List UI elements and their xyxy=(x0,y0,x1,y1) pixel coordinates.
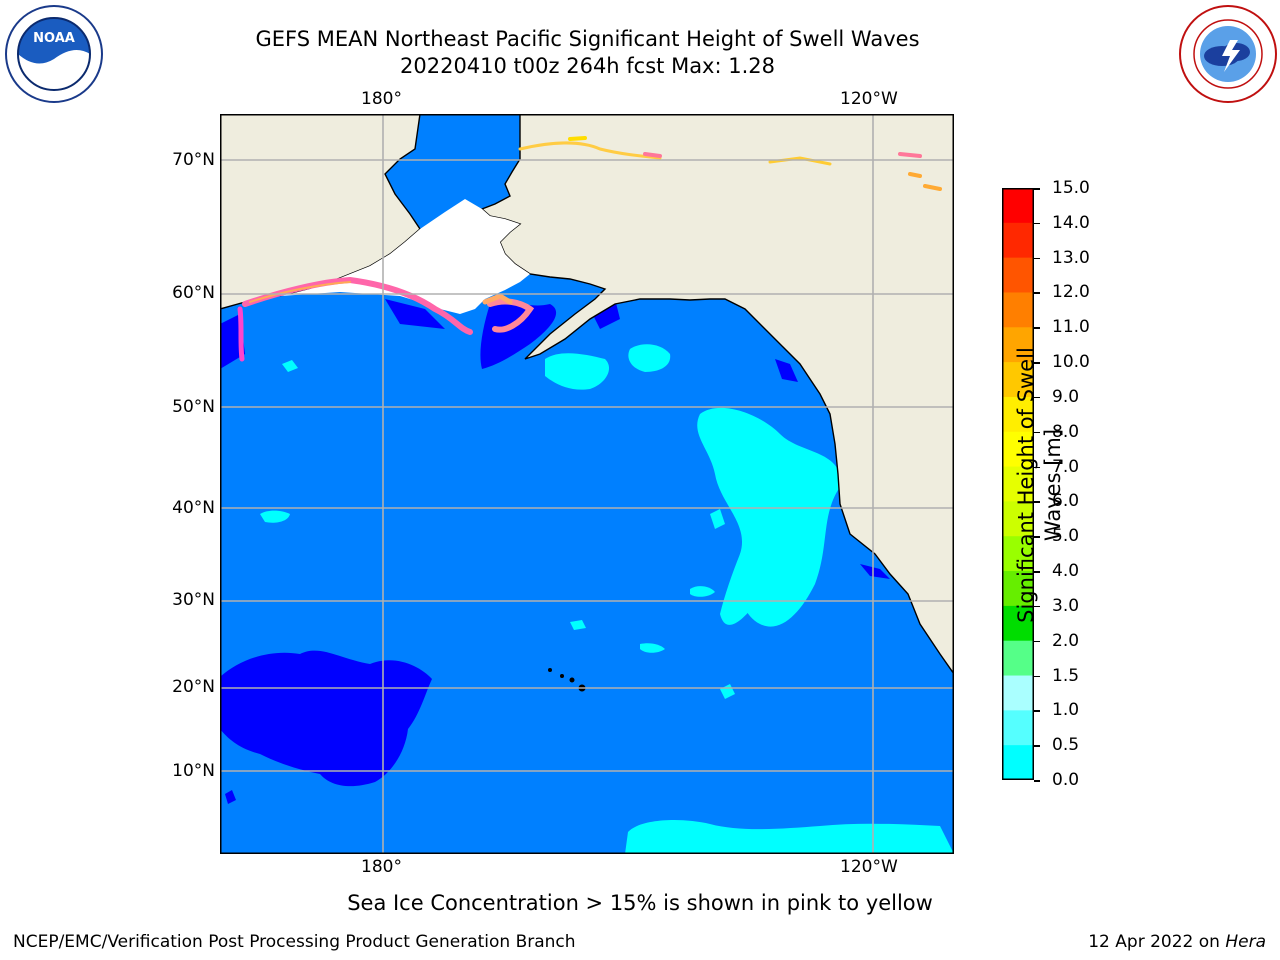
colorbar-segment xyxy=(1002,640,1034,677)
colorbar-tick-mark xyxy=(1034,780,1040,782)
colorbar-segment xyxy=(1002,536,1034,572)
colorbar-tick-mark xyxy=(1034,710,1040,712)
lat-label-30n: 30°N xyxy=(172,590,215,610)
colorbar-segment xyxy=(1002,257,1034,293)
moderate-swell-areas xyxy=(260,344,954,854)
colorbar-tick-label: 6.0 xyxy=(1052,491,1080,512)
colorbar-tick-label: 9.0 xyxy=(1052,386,1080,407)
colorbar-tick-label: 14.0 xyxy=(1052,212,1090,233)
colorbar-tick-label: 13.0 xyxy=(1052,247,1090,268)
lat-label-10n: 10°N xyxy=(172,761,215,781)
colorbar-segment xyxy=(1002,501,1034,537)
hawaii-islands xyxy=(548,668,586,692)
colorbar-tick-label: 8.0 xyxy=(1052,421,1080,442)
footer-branch: NCEP/EMC/Verification Post Processing Pr… xyxy=(13,932,576,952)
swell-height-map xyxy=(220,114,954,854)
colorbar-tick-mark xyxy=(1034,431,1040,434)
colorbar-segment xyxy=(1002,710,1034,746)
colorbar-tick-mark xyxy=(1034,605,1040,608)
lat-label-20n: 20°N xyxy=(172,677,215,697)
colorbar-tick-mark xyxy=(1034,362,1040,364)
north-america-land xyxy=(480,114,954,676)
lon-label-top-180: 180° xyxy=(361,89,402,109)
colorbar-tick-mark xyxy=(1034,466,1040,469)
colorbar-tick-label: 0.0 xyxy=(1052,770,1080,790)
footer-date: 12 Apr 2022 on Hera xyxy=(1088,932,1266,952)
sea-ice-edge xyxy=(237,136,942,362)
colorbar-tick-mark xyxy=(1034,745,1040,747)
colorbar-segment xyxy=(1002,362,1034,398)
colorbar xyxy=(1002,188,1034,780)
colorbar-tick-mark xyxy=(1034,188,1040,190)
lon-label-top-120w: 120°W xyxy=(840,89,898,109)
colorbar-tick-label: 11.0 xyxy=(1052,317,1090,338)
lon-label-bottom-120w: 120°W xyxy=(840,857,898,877)
colorbar-tick-label: 5.0 xyxy=(1052,526,1080,547)
colorbar-segment xyxy=(1002,188,1034,224)
colorbar-label: Significant Height of Swell Waves [m] xyxy=(1014,347,1065,623)
colorbar-segment xyxy=(1002,396,1034,433)
colorbar-segment xyxy=(1002,431,1034,468)
colorbar-tick-label: 2.0 xyxy=(1052,630,1080,651)
colorbar-tick-label: 0.5 xyxy=(1052,735,1080,756)
svg-text:NOAA: NOAA xyxy=(33,31,75,46)
colorbar-segment xyxy=(1002,466,1034,502)
map-frame xyxy=(220,114,954,854)
lon-label-bottom-180: 180° xyxy=(361,857,402,877)
lat-label-40n: 40°N xyxy=(172,498,215,518)
colorbar-tick-mark xyxy=(1034,292,1040,294)
land-areas xyxy=(220,114,954,676)
colorbar-tick-mark xyxy=(1034,571,1040,573)
map-title: GEFS MEAN Northeast Pacific Significant … xyxy=(255,27,920,51)
colorbar-tick-mark xyxy=(1034,536,1040,538)
lat-label-50n: 50°N xyxy=(172,397,215,417)
colorbar-tick-mark xyxy=(1034,396,1040,399)
colorbar-tick-label: 1.0 xyxy=(1052,700,1080,721)
colorbar-tick-label: 3.0 xyxy=(1052,595,1080,616)
colorbar-segment xyxy=(1002,292,1034,328)
colorbar-segment xyxy=(1002,605,1034,642)
colorbar-tick-mark xyxy=(1034,501,1040,503)
colorbar-tick-mark xyxy=(1034,327,1040,329)
colorbar-tick-label: 10.0 xyxy=(1052,352,1090,373)
colorbar-tick-mark xyxy=(1034,222,1040,225)
lat-label-60n: 60°N xyxy=(172,283,215,303)
colorbar-segment xyxy=(1002,745,1034,780)
colorbar-tick-label: 15.0 xyxy=(1052,178,1090,198)
colorbar-segment xyxy=(1002,571,1034,607)
nws-logo xyxy=(1179,5,1277,103)
colorbar-tick-mark xyxy=(1034,257,1040,260)
lat-label-70n: 70°N xyxy=(172,150,215,170)
sea-ice-caption: Sea Ice Concentration > 15% is shown in … xyxy=(347,891,933,915)
noaa-logo: NOAA xyxy=(5,5,103,103)
colorbar-tick-label: 4.0 xyxy=(1052,561,1080,582)
colorbar-segment xyxy=(1002,222,1034,259)
map-subtitle: 20220410 t00z 264h fcst Max: 1.28 xyxy=(400,54,775,78)
colorbar-tick-mark xyxy=(1034,640,1040,643)
colorbar-tick-label: 1.5 xyxy=(1052,665,1080,686)
colorbar-tick-mark xyxy=(1034,675,1040,678)
colorbar-tick-label: 7.0 xyxy=(1052,456,1080,477)
colorbar-segment xyxy=(1002,675,1034,711)
colorbar-segment xyxy=(1002,327,1034,363)
colorbar-tick-label: 12.0 xyxy=(1052,282,1090,303)
graticule xyxy=(220,114,954,854)
